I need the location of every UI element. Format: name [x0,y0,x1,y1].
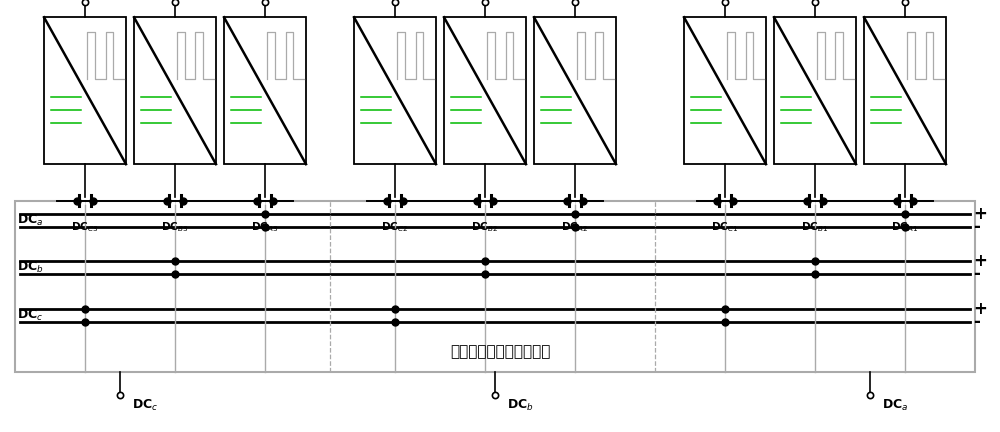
Text: DC$_{A1}$: DC$_{A1}$ [891,220,919,234]
Bar [444,17,526,164]
Bar [134,17,216,164]
Text: 低压级直流母线并联模块: 低压级直流母线并联模块 [450,345,550,359]
Bar [774,17,856,164]
Text: -: - [973,265,980,283]
Text: DC$_a$: DC$_a$ [17,213,43,228]
Text: +: + [973,205,987,223]
Bar [15,201,975,372]
Text: DC$_b$: DC$_b$ [17,260,44,275]
Bar [534,17,616,164]
Text: DC$_c$: DC$_c$ [17,308,43,323]
Text: DC$_{B2}$: DC$_{B2}$ [471,220,499,234]
Text: DC$_{A3}$: DC$_{A3}$ [251,220,279,234]
Bar [44,17,126,164]
Text: +: + [973,300,987,318]
Bar [224,17,306,164]
Text: DC$_{C2}$: DC$_{C2}$ [381,220,409,234]
Text: DC$_{B3}$: DC$_{B3}$ [161,220,189,234]
Text: DC$_c$: DC$_c$ [132,397,158,413]
Text: DC$_a$: DC$_a$ [882,397,908,413]
Bar [684,17,766,164]
Text: -: - [973,313,980,331]
Text: +: + [973,252,987,270]
Text: DC$_b$: DC$_b$ [507,397,534,413]
Bar [354,17,436,164]
Text: DC$_{B1}$: DC$_{B1}$ [801,220,829,234]
Text: -: - [973,218,980,236]
Bar [864,17,946,164]
Text: DC$_{C1}$: DC$_{C1}$ [711,220,739,234]
Text: DC$_{C3}$: DC$_{C3}$ [71,220,99,234]
Text: DC$_{A2}$: DC$_{A2}$ [561,220,589,234]
